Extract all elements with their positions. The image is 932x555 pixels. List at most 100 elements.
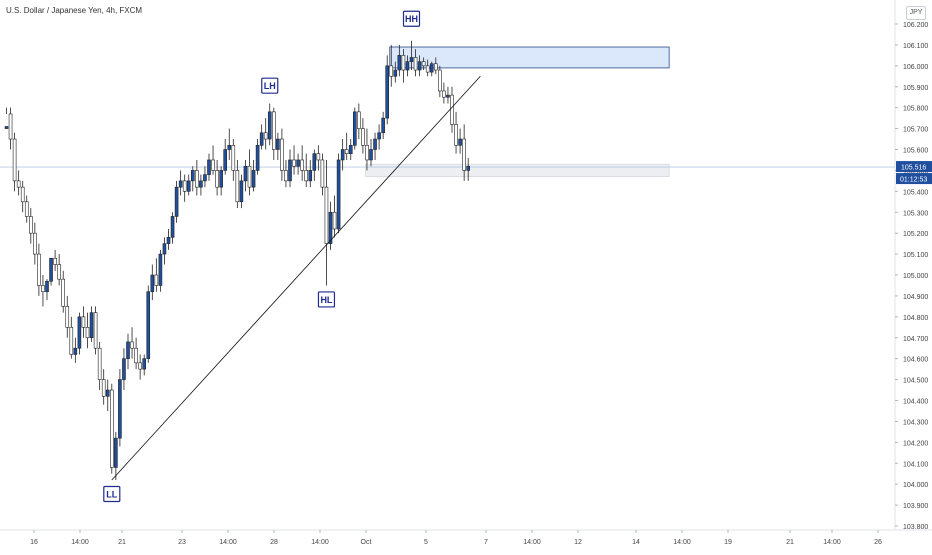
candle-body xyxy=(122,358,126,380)
candle-body xyxy=(33,232,37,255)
candle-body xyxy=(150,274,155,293)
candle-body xyxy=(385,65,390,119)
candle-body xyxy=(433,63,438,71)
candle-body xyxy=(53,257,57,265)
candle-body xyxy=(178,180,183,188)
current-price-value: 105.516 xyxy=(901,165,926,172)
current-zone xyxy=(365,163,670,177)
candle-body xyxy=(203,174,207,182)
candle-body xyxy=(446,94,450,98)
candle-body xyxy=(49,257,53,282)
candle-body xyxy=(413,57,418,71)
candle-body xyxy=(195,170,199,188)
x-tick-label: 14:00 xyxy=(673,539,691,546)
candle-body xyxy=(397,55,402,71)
candle-body xyxy=(348,145,353,154)
time-axis[interactable]: 16 14:00 21 23 14:00 28 14:00 Oct 5 7 14:00 12 14 14:… xyxy=(30,530,882,546)
currency-badge[interactable]: JPY xyxy=(906,6,926,20)
chart-title: U.S. Dollar / Japanese Yen, 4h, FXCM xyxy=(6,6,143,15)
candle-body xyxy=(182,180,187,192)
candle-body xyxy=(85,326,90,339)
candle-body xyxy=(101,379,106,397)
y-tick-label: 103.800 xyxy=(903,524,928,531)
y-tick-label: 105.400 xyxy=(903,189,928,196)
candle-body xyxy=(77,316,82,349)
candle-body xyxy=(186,180,191,192)
candle-body xyxy=(316,153,321,161)
candle-body xyxy=(126,341,130,359)
candle-body xyxy=(231,145,236,171)
candle-body xyxy=(263,132,268,140)
candle-body xyxy=(393,69,398,77)
label-ll: LL xyxy=(106,489,117,499)
y-tick-label: 105.900 xyxy=(903,85,928,92)
x-tick-label: 23 xyxy=(178,539,186,546)
countdown-badge xyxy=(896,173,932,185)
x-tick-label: 14:00 xyxy=(523,539,541,546)
candle-body xyxy=(65,306,70,328)
x-tick-label: 14:00 xyxy=(71,539,89,546)
candle-body xyxy=(162,243,167,255)
x-tick-label: 21 xyxy=(786,539,794,546)
candle-body xyxy=(247,165,252,188)
price-axis[interactable]: 106.200 106.100 106.000 105.900 105.800 105.7… xyxy=(895,22,932,531)
x-tick-label: 21 xyxy=(118,539,126,546)
y-tick-label: 105.300 xyxy=(903,210,928,217)
candle-body xyxy=(114,437,118,468)
candle-body xyxy=(417,61,422,71)
candle-body xyxy=(300,159,304,171)
candle-body xyxy=(73,347,78,355)
candle-body xyxy=(89,312,94,339)
candle-body xyxy=(377,132,381,140)
x-tick-label: 16 xyxy=(30,539,38,546)
x-tick-label: 26 xyxy=(874,539,882,546)
candle-body xyxy=(93,312,98,349)
candle-body xyxy=(357,111,361,129)
x-tick-label: 19 xyxy=(724,539,732,546)
label-lh: LH xyxy=(264,81,276,91)
candle-body xyxy=(24,201,29,217)
candle-body xyxy=(442,90,446,98)
y-tick-label: 105.600 xyxy=(903,148,928,155)
y-tick-label: 105.000 xyxy=(903,273,928,280)
candle-body xyxy=(284,170,288,182)
y-tick-label: 105.700 xyxy=(903,127,928,134)
candle-body xyxy=(324,186,329,244)
label-hh: HH xyxy=(405,14,418,24)
x-tick-label: 28 xyxy=(270,539,278,546)
candle-body xyxy=(401,55,406,71)
candle-body xyxy=(373,138,377,150)
candle-body xyxy=(276,138,280,150)
label-hh-box xyxy=(402,10,421,27)
x-tick-label: 14:00 xyxy=(219,539,237,546)
candle-body xyxy=(211,159,215,171)
candle-body xyxy=(425,65,430,73)
y-tick-label: 106.000 xyxy=(903,64,928,71)
candle-body xyxy=(243,165,248,182)
label-ll-box xyxy=(103,485,121,503)
candle-body xyxy=(12,138,17,182)
candle-body xyxy=(381,117,385,134)
candle-body xyxy=(292,159,296,167)
candle-body xyxy=(81,316,86,328)
candle-body xyxy=(450,94,454,125)
current-price-badge xyxy=(896,161,932,173)
candle-body xyxy=(28,216,33,234)
candle-body xyxy=(280,138,284,171)
candle-body xyxy=(312,153,317,171)
y-tick-label: 104.600 xyxy=(903,357,928,364)
candle-body xyxy=(328,211,333,244)
y-tick-label: 105.100 xyxy=(903,252,928,259)
y-tick-label: 104.200 xyxy=(903,440,928,447)
candle-body xyxy=(174,186,179,217)
candle-body xyxy=(37,253,41,286)
supply-zone xyxy=(389,46,670,69)
label-lh-box xyxy=(261,77,279,94)
candle-body xyxy=(199,180,203,188)
x-tick-label: 7 xyxy=(484,539,488,546)
trendline xyxy=(111,76,481,481)
candle-body xyxy=(41,285,45,293)
x-tick-label: 14 xyxy=(632,539,640,546)
